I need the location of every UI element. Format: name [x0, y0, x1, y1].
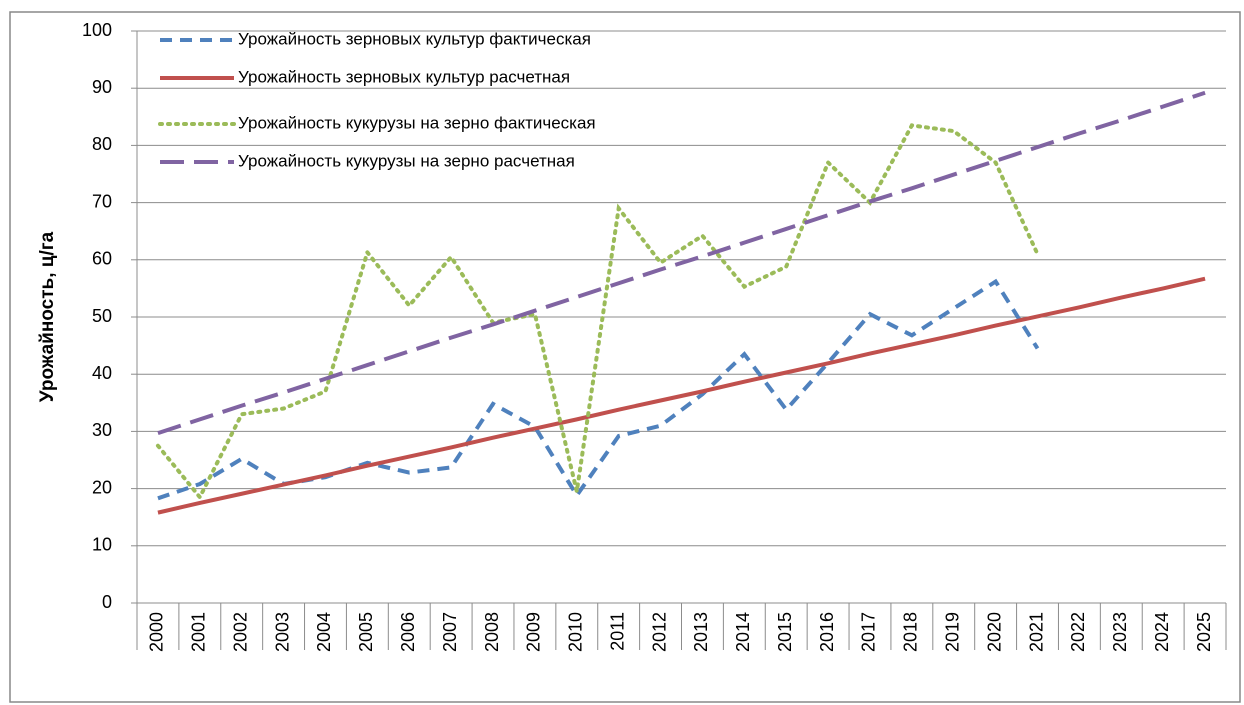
legend-label: Урожайность зерновых культур фактическая — [238, 29, 591, 48]
y-axis-label: Урожайность, ц/га — [37, 231, 58, 402]
series-line — [157, 90, 1206, 436]
y-tick-label: 80 — [92, 134, 112, 154]
x-tick-label: 2016 — [817, 612, 837, 652]
series-line — [157, 276, 1206, 515]
x-tick-label: 2010 — [566, 612, 586, 652]
legend-label: Урожайность кукурузы на зерно расчетная — [238, 151, 575, 170]
x-tick-label: 2017 — [859, 612, 879, 652]
y-tick-label: 20 — [92, 477, 112, 497]
x-tick-label: 2002 — [230, 612, 250, 652]
x-tick-label: 2024 — [1152, 612, 1172, 652]
x-tick-label: 2003 — [272, 612, 292, 652]
x-tick-label: 2018 — [901, 612, 921, 652]
y-tick-label: 90 — [92, 77, 112, 97]
y-tick-label: 50 — [92, 306, 112, 326]
x-tick-label: 2008 — [482, 612, 502, 652]
x-tick-label: 2001 — [189, 612, 209, 652]
x-tick-label: 2015 — [775, 612, 795, 652]
x-tick-label: 2023 — [1110, 612, 1130, 652]
x-tick-label: 2022 — [1068, 612, 1088, 652]
legend-label: Урожайность кукурузы на зерно фактическа… — [238, 113, 596, 132]
y-tick-label: 10 — [92, 535, 112, 555]
x-tick-label: 2020 — [984, 612, 1004, 652]
y-tick-label: 60 — [92, 249, 112, 269]
x-tick-label: 2004 — [314, 612, 334, 652]
x-tick-label: 2021 — [1026, 612, 1046, 652]
y-tick-label: 0 — [102, 592, 112, 612]
chart-frame — [9, 11, 1241, 703]
x-tick-label: 2009 — [524, 612, 544, 652]
x-tick-label: 2019 — [943, 612, 963, 652]
x-tick-label: 2012 — [649, 612, 669, 652]
series-line — [155, 123, 1040, 501]
x-tick-label: 2000 — [147, 612, 167, 652]
x-tick-label: 2025 — [1194, 612, 1214, 652]
x-tick-label: 2013 — [691, 612, 711, 652]
legend-label: Урожайность зерновых культур расчетная — [238, 67, 570, 86]
y-tick-label: 100 — [82, 20, 112, 40]
y-tick-label: 70 — [92, 191, 112, 211]
y-tick-label: 30 — [92, 420, 112, 440]
y-tick-label: 40 — [92, 363, 112, 383]
x-tick-label: 2011 — [607, 612, 627, 651]
x-tick-label: 2014 — [733, 612, 753, 652]
x-tick-label: 2007 — [440, 612, 460, 652]
x-tick-label: 2006 — [398, 612, 418, 652]
x-tick-label: 2005 — [356, 612, 376, 652]
